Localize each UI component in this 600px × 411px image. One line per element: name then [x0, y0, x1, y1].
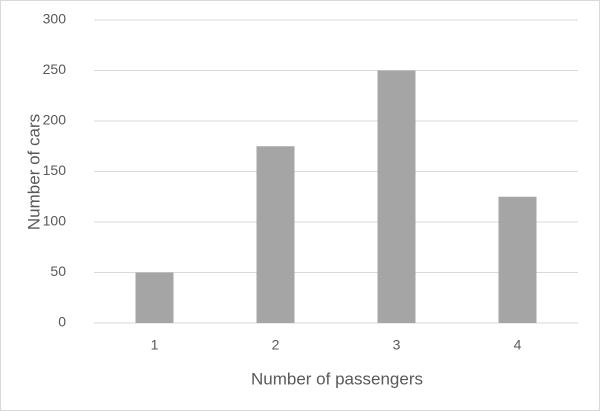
y-tick-label: 150: [43, 162, 67, 178]
bar: [135, 272, 174, 323]
y-tick-label: 100: [43, 213, 67, 229]
bar: [377, 70, 416, 323]
x-tick-label: 2: [272, 337, 280, 353]
bar: [498, 196, 537, 323]
y-axis-title: Number of cars: [24, 114, 43, 230]
y-tick-label: 0: [58, 314, 66, 330]
bar: [256, 146, 295, 323]
x-tick-label: 4: [514, 337, 522, 353]
y-tick-label: 50: [50, 263, 66, 279]
y-tick-label: 200: [43, 112, 67, 128]
x-tick-label: 3: [393, 337, 401, 353]
y-tick-label: 250: [43, 61, 67, 77]
x-axis-title: Number of passengers: [251, 369, 423, 388]
x-tick-label: 1: [151, 337, 159, 353]
y-tick-label: 300: [43, 11, 67, 27]
